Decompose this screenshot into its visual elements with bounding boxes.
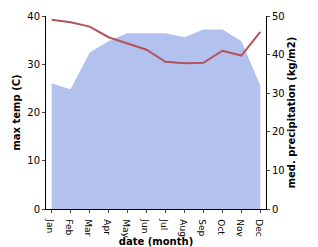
svg-text:20: 20 [272,126,285,137]
svg-text:Dec: Dec [254,219,264,236]
svg-text:May: May [121,219,131,238]
svg-text:Sep: Sep [197,219,207,236]
svg-text:date (month): date (month) [119,236,193,247]
svg-text:Apr: Apr [102,219,112,235]
svg-text:med. precipitation (kg/m2): med. precipitation (kg/m2) [286,37,297,189]
svg-text:Aug: Aug [178,219,188,237]
svg-text:50: 50 [272,11,285,22]
svg-text:Jan: Jan [45,218,55,233]
svg-text:20: 20 [27,107,40,118]
svg-text:10: 10 [272,165,285,176]
svg-text:Mar: Mar [83,219,93,236]
svg-text:max temp (C): max temp (C) [11,74,22,150]
svg-text:Jun: Jun [140,218,150,233]
svg-text:10: 10 [27,155,40,166]
svg-text:40: 40 [27,11,40,22]
svg-text:Nov: Nov [235,219,245,237]
svg-text:Feb: Feb [64,219,74,235]
svg-text:30: 30 [272,88,285,99]
svg-text:Oct: Oct [216,219,226,235]
svg-text:30: 30 [27,59,40,70]
svg-text:0: 0 [34,204,40,215]
svg-text:Jul: Jul [159,218,169,230]
svg-text:0: 0 [272,204,278,215]
svg-text:40: 40 [272,49,285,60]
